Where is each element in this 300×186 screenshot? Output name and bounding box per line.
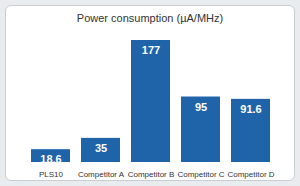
svg-text:Competitor B: Competitor B bbox=[128, 170, 175, 179]
svg-text:91.6: 91.6 bbox=[240, 103, 261, 115]
svg-text:18.6: 18.6 bbox=[40, 153, 61, 165]
svg-text:Competitor C: Competitor C bbox=[177, 170, 224, 179]
svg-text:Competitor A: Competitor A bbox=[78, 170, 125, 179]
html-text:Power consumption (µA/MHz): Power consumption (µA/MHz) bbox=[76, 12, 224, 24]
svg-text:Competitor D: Competitor D bbox=[227, 170, 274, 179]
svg-text:PLS10: PLS10 bbox=[39, 170, 64, 179]
svg-text:177: 177 bbox=[142, 44, 160, 56]
svg-text:95: 95 bbox=[195, 101, 207, 113]
svg-text:35: 35 bbox=[95, 142, 107, 154]
